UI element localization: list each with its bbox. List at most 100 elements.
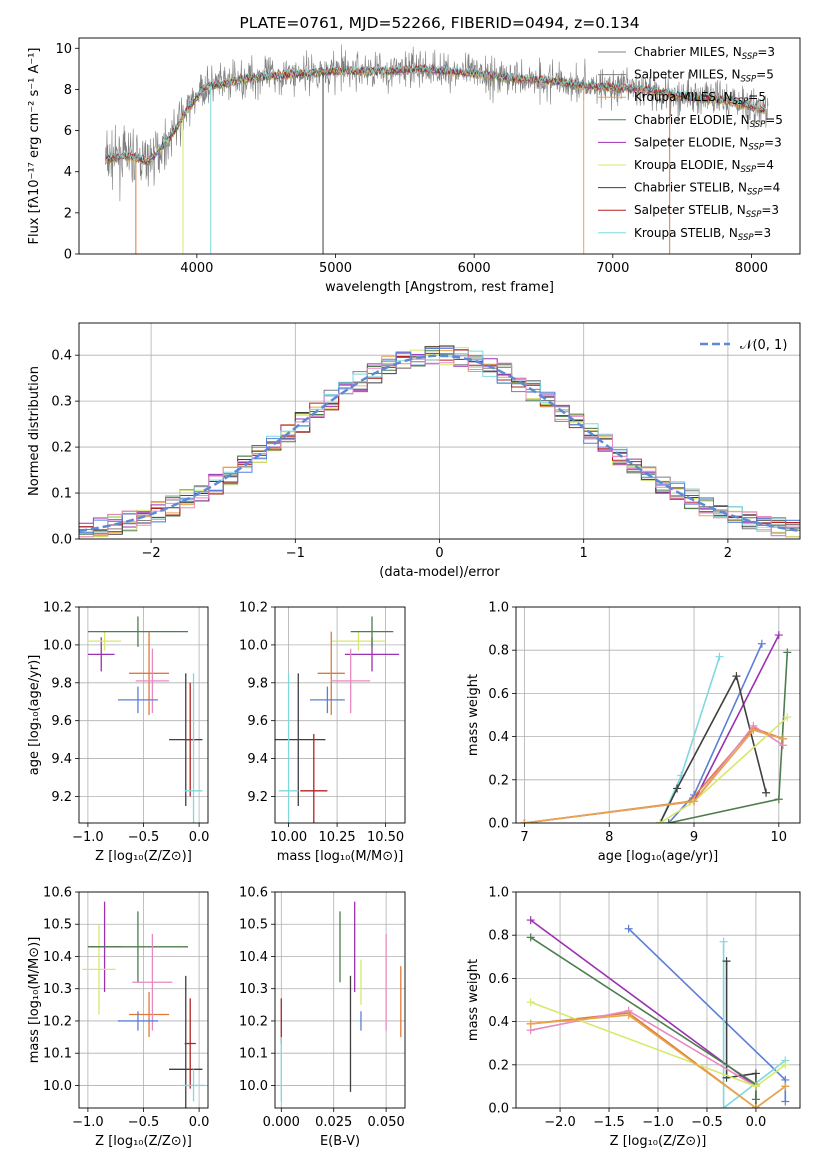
weight-series-line [530, 1009, 757, 1088]
y-tick-label: 10.6 [239, 886, 268, 901]
x-tick-label: −0.5 [691, 1115, 723, 1130]
legend-entry: Kroupa ELODIE, NSSP=4 [634, 158, 774, 175]
y-tick-label: 9.4 [51, 752, 72, 767]
y-tick-label: 8 [64, 83, 72, 98]
axes-frame [78, 891, 209, 1109]
y-tick-label: 1.0 [488, 886, 509, 901]
y-tick-label: 10.6 [43, 886, 72, 901]
x-tick-label: 1 [580, 546, 588, 561]
y-tick-label: 10.0 [43, 638, 72, 653]
axes-frame [78, 606, 209, 824]
x-tick-label: 0.0 [189, 1115, 210, 1130]
y-tick-label: 10.3 [43, 982, 72, 997]
x-axis-label: Z [log₁₀(Z/Z⊙)] [95, 849, 192, 864]
weight-marker [656, 819, 665, 823]
y-axis-label: age [log₁₀(age/yr)] [27, 655, 42, 776]
chart-title: PLATE=0761, MJD=52266, FIBERID=0494, z=0… [239, 14, 639, 32]
y-tick-label: 0.2 [488, 1058, 509, 1073]
y-tick-label: 10.5 [43, 918, 72, 933]
y-tick-label: 10.1 [43, 1047, 72, 1062]
x-axis-label: wavelength [Angstrom, rest frame] [325, 280, 554, 295]
weight-marker [783, 713, 792, 722]
weight-series-line [530, 1014, 786, 1108]
weight-marker [774, 631, 783, 640]
y-tick-label: 0.0 [488, 1102, 509, 1117]
x-tick-label: −2.0 [544, 1115, 576, 1130]
x-tick-label: −1.0 [72, 830, 104, 845]
legend-entry: 𝒩(0, 1) [740, 338, 787, 353]
x-tick-label: 0 [435, 546, 443, 561]
y-tick-label: 10.5 [239, 918, 268, 933]
y-tick-label: 0.4 [488, 730, 509, 745]
x-tick-label: 0.025 [315, 1115, 352, 1130]
x-tick-label: −1.0 [72, 1115, 104, 1130]
x-tick-label: −2 [142, 546, 161, 561]
x-tick-label: 10 [771, 830, 788, 845]
weight-marker [526, 998, 535, 1007]
weight-marker [732, 672, 741, 681]
legend-entry: Chabrier ELODIE, NSSP=5 [634, 113, 783, 130]
y-tick-label: 0.4 [488, 1015, 509, 1030]
y-tick-label: 10.0 [239, 1079, 268, 1094]
x-tick-label: 5000 [319, 261, 352, 276]
x-tick-label: 7 [520, 830, 528, 845]
histogram-series [79, 345, 800, 535]
plot-area [526, 916, 790, 1108]
panel-spectrum: 4000 5000 6000 7000 8000 0 2 4 6 8 10 Chabrier MILE… [27, 14, 801, 295]
y-tick-label: 0.4 [51, 349, 72, 364]
weight-marker [781, 1082, 790, 1091]
x-tick-label: 0.0 [746, 1115, 767, 1130]
y-tick-label: 10.2 [43, 1014, 72, 1029]
x-tick-label: −1.5 [593, 1115, 625, 1130]
y-axis-label: mass weight [466, 959, 481, 1041]
weight-marker [690, 797, 699, 806]
y-tick-label: 9.6 [247, 714, 268, 729]
y-tick-label: 9.2 [247, 790, 268, 805]
model-spectrum-line [105, 63, 766, 164]
y-tick-label: 10.0 [239, 638, 268, 653]
x-tick-label: 9 [690, 830, 698, 845]
y-tick-label: 9.2 [51, 790, 72, 805]
x-axis-label: Z [log₁₀(Z/Z⊙)] [95, 1134, 192, 1149]
weight-marker [526, 1019, 535, 1028]
weight-series-line [524, 729, 784, 823]
y-tick-label: 10.3 [239, 982, 268, 997]
y-tick-label: 10.2 [43, 601, 72, 616]
plot-area [82, 901, 205, 1108]
weight-series-line [668, 652, 789, 823]
y-tick-label: 9.8 [51, 676, 72, 691]
legend-entry: Salpeter MILES, NSSP=5 [634, 68, 774, 85]
panel-mass-vs-Z: −1.0 −0.5 0.0 10.0 10.1 10.2 10.3 10.4 10.5 10.6 Z… [27, 886, 210, 1150]
panel-residuals: −2 −1 0 1 2 0.0 0.1 0.2 0.3 0.4 𝒩(0, 1) (data-model… [27, 322, 801, 580]
x-tick-label: 8000 [735, 261, 768, 276]
panel-age-vs-Z: −1.0 −0.5 0.0 9.2 9.4 9.6 9.8 10.0 10.2 Z [log₁₀(… [27, 601, 209, 865]
weight-marker [520, 819, 529, 823]
x-tick-label: 0.000 [263, 1115, 300, 1130]
panel-weight-vs-Z: −2.0 −1.5 −1.0 −0.5 0.0 0.0 0.2 0.4 0.6 0.8 1.0 Z [… [466, 886, 801, 1149]
weight-marker [751, 1095, 760, 1104]
weight-marker [673, 784, 682, 793]
model-spectrum-line [106, 64, 766, 163]
plot-area [79, 345, 800, 538]
legend-entry: Kroupa MILES, NSSP=5 [634, 90, 766, 107]
histogram-series [79, 347, 800, 537]
y-tick-label: 0.2 [488, 773, 509, 788]
y-axis-label: Normed distribution [27, 366, 42, 496]
weight-series-line [524, 634, 780, 823]
plot-area [280, 901, 402, 1102]
weight-series-line [659, 673, 767, 823]
weight-marker [751, 1104, 760, 1108]
legend-entry: Salpeter ELODIE, NSSP=3 [634, 135, 782, 152]
x-axis-label: Z [log₁₀(Z/Z⊙)] [610, 1134, 707, 1149]
weight-marker [664, 819, 673, 823]
histogram-series [79, 350, 800, 533]
y-tick-label: 10.4 [239, 950, 268, 965]
x-tick-label: −1.0 [642, 1115, 674, 1130]
y-tick-label: 0.3 [51, 395, 72, 410]
y-tick-label: 9.4 [247, 752, 268, 767]
plot-area [105, 44, 769, 254]
panel-weight-vs-age: 7 8 9 10 0.0 0.2 0.4 0.6 0.8 1.0 age [log₁₀(age/yr… [466, 601, 801, 864]
legend-entry: Chabrier STELIB, NSSP=4 [634, 181, 780, 198]
y-tick-label: 0.2 [51, 441, 72, 456]
